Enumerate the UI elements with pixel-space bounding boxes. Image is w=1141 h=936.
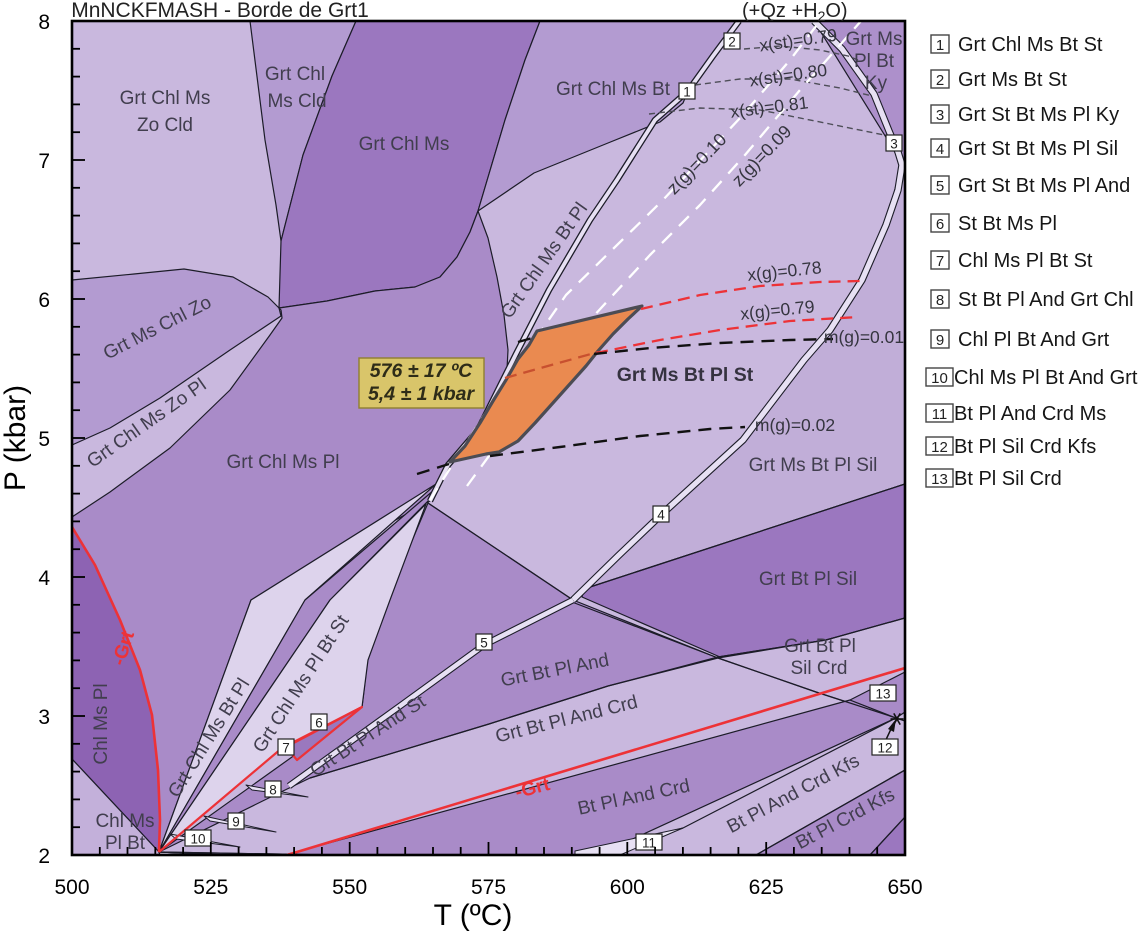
svg-text:Chl Ms Pl: Chl Ms Pl [91,683,112,764]
svg-text:500: 500 [54,876,89,899]
svg-text:Chl Pl Bt And Grt: Chl Pl Bt And Grt [958,329,1110,351]
svg-text:2: 2 [728,35,736,50]
svg-text:5: 5 [38,428,50,451]
svg-text:m(g)=0.01: m(g)=0.01 [824,327,904,347]
svg-text:Grt Chl: Grt Chl [265,64,325,85]
svg-text:Chl Ms Pl Bt And Grt: Chl Ms Pl Bt And Grt [954,367,1138,389]
svg-text:Grt Ms Bt Pl St: Grt Ms Bt Pl St [617,364,754,386]
svg-text:Grt St Bt Ms Pl Sil: Grt St Bt Ms Pl Sil [958,138,1118,160]
svg-text:Grt St Bt Ms Pl And: Grt St Bt Ms Pl And [958,175,1130,197]
svg-text:Grt St Bt Ms Pl Ky: Grt St Bt Ms Pl Ky [958,104,1119,126]
svg-text:8: 8 [38,11,50,34]
svg-text:5: 5 [480,636,488,651]
svg-text:5,4 ± 1 kbar: 5,4 ± 1 kbar [368,383,476,405]
svg-text:1: 1 [683,85,691,100]
svg-text:6: 6 [936,216,944,233]
svg-text:Zo Cld: Zo Cld [137,115,193,136]
svg-text:3: 3 [890,137,898,152]
svg-text:7: 7 [38,150,50,173]
svg-text:8: 8 [936,292,944,309]
svg-text:Grt Chl Ms Bt: Grt Chl Ms Bt [556,79,671,100]
svg-text:Grt Ms: Grt Ms [846,29,903,50]
svg-text:550: 550 [332,876,367,899]
svg-text:4: 4 [38,567,50,590]
svg-text:11: 11 [642,836,656,851]
svg-text:Grt Bt Pl Sil: Grt Bt Pl Sil [759,569,857,590]
svg-text:6: 6 [38,289,50,312]
svg-text:7: 7 [282,741,290,756]
svg-text:650: 650 [887,876,922,899]
svg-text:575: 575 [471,876,506,899]
svg-text:2: 2 [38,845,50,868]
svg-text:13: 13 [875,687,890,702]
svg-text:600: 600 [610,876,645,899]
svg-text:11: 11 [932,406,948,423]
svg-text:625: 625 [749,876,784,899]
svg-text:Ms Cld: Ms Cld [267,91,326,112]
svg-text:4: 4 [936,141,944,158]
svg-text:Bt Pl Sil Crd: Bt Pl Sil Crd [954,468,1062,490]
svg-text:4: 4 [657,508,665,523]
svg-text:7: 7 [936,253,944,270]
svg-text:m(g)=0.02: m(g)=0.02 [755,415,835,435]
svg-text:P (kbar): P (kbar) [0,385,32,491]
svg-text:8: 8 [269,783,277,798]
svg-text:13: 13 [931,471,948,488]
svg-text:Grt Chl Ms Pl: Grt Chl Ms Pl [227,452,340,473]
svg-text:Pl Bt: Pl Bt [854,51,895,72]
svg-text:10: 10 [190,832,205,847]
svg-text:576 ± 17 ºC: 576 ± 17 ºC [370,360,473,382]
svg-text:Grt Chl Ms Bt St: Grt Chl Ms Bt St [958,34,1103,56]
svg-text:5: 5 [936,178,944,195]
svg-text:1: 1 [936,37,944,54]
svg-text:Bt Pl And Crd Ms: Bt Pl And Crd Ms [954,403,1106,425]
svg-text:2: 2 [936,72,944,89]
svg-text:Chl Ms: Chl Ms [95,811,154,832]
svg-text:(+Qz +H2O): (+Qz +H2O) [742,0,848,24]
svg-text:12: 12 [931,439,948,456]
svg-text:Ky: Ky [865,73,888,94]
svg-text:St Bt Ms Pl: St Bt Ms Pl [958,213,1057,235]
svg-text:Grt Ms Bt St: Grt Ms Bt St [958,69,1067,91]
svg-text:3: 3 [38,706,50,729]
svg-text:Sil Crd: Sil Crd [790,658,847,679]
svg-text:Grt Chl Ms: Grt Chl Ms [120,88,211,109]
svg-text:525: 525 [193,876,228,899]
svg-text:10: 10 [931,370,948,387]
svg-text:Grt Bt Pl: Grt Bt Pl [784,636,856,657]
svg-text:MnNCKFMASH - Borde de Grt1: MnNCKFMASH - Borde de Grt1 [71,0,369,22]
svg-text:9: 9 [232,815,240,830]
svg-text:Chl Ms Pl Bt St: Chl Ms Pl Bt St [958,250,1093,272]
svg-text:9: 9 [936,332,944,349]
svg-text:Bt Pl Sil Crd Kfs: Bt Pl Sil Crd Kfs [954,436,1096,458]
svg-text:Pl Bt: Pl Bt [105,833,146,854]
svg-text:6: 6 [315,716,323,731]
svg-text:12: 12 [877,741,892,756]
svg-text:Grt Chl Ms: Grt Chl Ms [359,134,450,155]
svg-text:St Bt Pl And Grt Chl: St Bt Pl And Grt Chl [958,289,1134,311]
svg-text:Grt Ms Bt Pl Sil: Grt Ms Bt Pl Sil [749,455,878,476]
svg-text:T (ºC): T (ºC) [434,899,513,931]
svg-text:3: 3 [936,107,944,124]
